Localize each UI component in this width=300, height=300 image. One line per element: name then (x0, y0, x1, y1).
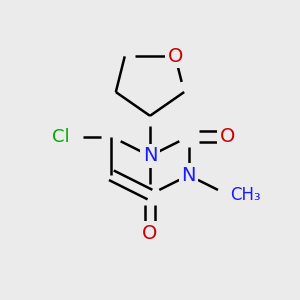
Text: N: N (143, 146, 157, 165)
Text: CH₃: CH₃ (230, 186, 261, 204)
Text: O: O (168, 47, 183, 66)
Text: Cl: Cl (52, 128, 70, 146)
Text: O: O (220, 127, 235, 146)
Text: N: N (182, 166, 196, 185)
Text: O: O (142, 224, 158, 243)
